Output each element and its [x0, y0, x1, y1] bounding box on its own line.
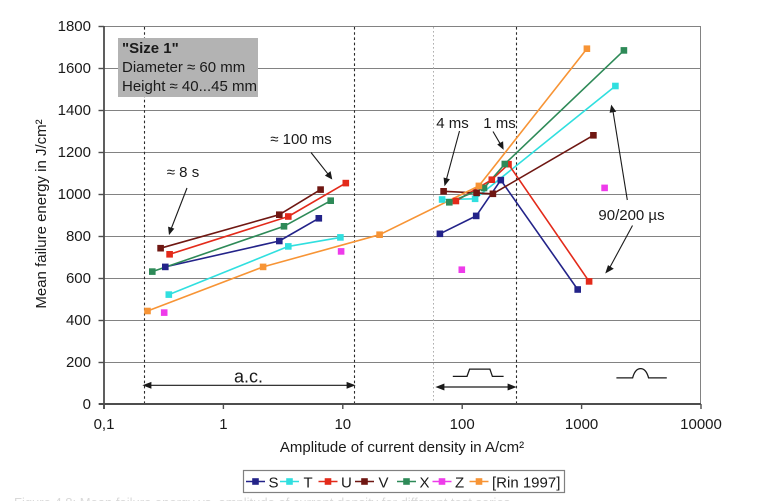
svg-text:≈ 100 ms: ≈ 100 ms: [270, 131, 332, 148]
svg-text:4 ms: 4 ms: [436, 115, 469, 132]
svg-text:600: 600: [66, 270, 91, 287]
svg-text:a.c.: a.c.: [234, 367, 263, 387]
svg-text:1400: 1400: [58, 102, 91, 119]
svg-text:Mean failure energy in J/cm²: Mean failure energy in J/cm²: [33, 119, 50, 308]
svg-text:90/200 µs: 90/200 µs: [598, 207, 664, 224]
svg-text:1600: 1600: [58, 60, 91, 77]
svg-text:1000: 1000: [565, 416, 598, 433]
svg-text:Amplitude of current density i: Amplitude of current density in A/cm²: [280, 439, 524, 456]
svg-text:Height ≈ 40...45 mm: Height ≈ 40...45 mm: [122, 78, 257, 95]
svg-text:0: 0: [83, 396, 91, 413]
svg-text:Figure 4.8: Mean failure energ: Figure 4.8: Mean failure energy vs. ampl…: [14, 495, 511, 501]
svg-text:Diameter ≈ 60 mm: Diameter ≈ 60 mm: [122, 59, 245, 76]
svg-text:T: T: [304, 475, 313, 492]
svg-text:10: 10: [334, 416, 351, 433]
svg-text:"Size 1": "Size 1": [122, 40, 179, 57]
svg-text:10000: 10000: [680, 416, 722, 433]
svg-text:100: 100: [450, 416, 475, 433]
svg-text:U: U: [341, 475, 352, 492]
svg-text:1: 1: [219, 416, 227, 433]
svg-text:400: 400: [66, 312, 91, 329]
svg-text:1000: 1000: [58, 186, 91, 203]
svg-text:1800: 1800: [58, 18, 91, 35]
svg-text:S: S: [269, 475, 279, 492]
svg-text:1 ms: 1 ms: [483, 115, 516, 132]
svg-text:200: 200: [66, 354, 91, 371]
svg-text:[Rin 1997]: [Rin 1997]: [492, 475, 560, 492]
svg-text:0,1: 0,1: [94, 416, 115, 433]
svg-text:800: 800: [66, 228, 91, 245]
svg-text:≈ 8 s: ≈ 8 s: [167, 164, 199, 181]
svg-text:1200: 1200: [58, 144, 91, 161]
svg-text:X: X: [420, 475, 430, 492]
svg-text:V: V: [379, 475, 389, 492]
svg-text:Z: Z: [455, 475, 464, 492]
